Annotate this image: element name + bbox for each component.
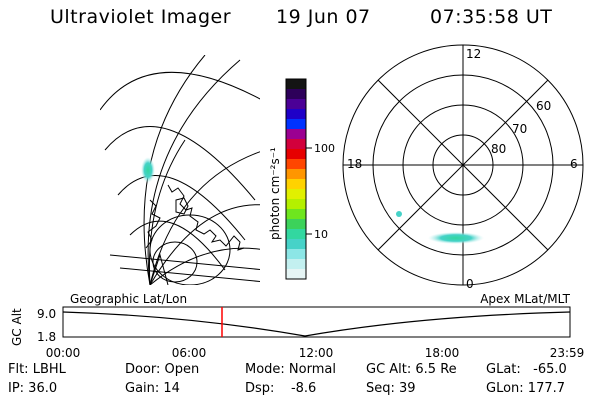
colorbar-cell bbox=[286, 149, 306, 160]
x-tick-0600: 06:00 bbox=[172, 346, 207, 360]
dsp-readout: Dsp: -8.6 bbox=[245, 381, 317, 396]
colorbar-cell bbox=[286, 139, 306, 150]
glat-readout: GLat: -65.0 bbox=[486, 362, 567, 377]
lat-line bbox=[109, 254, 260, 271]
polar-plot bbox=[342, 44, 584, 286]
colorbar-cell bbox=[286, 189, 306, 200]
timeline-axis-title: GC Alt bbox=[10, 308, 24, 346]
mlt-diagonal bbox=[377, 79, 549, 251]
colorbar-cell bbox=[286, 259, 306, 270]
colorbar-cell bbox=[286, 109, 306, 120]
lat-line bbox=[117, 174, 246, 241]
lon-line bbox=[149, 151, 260, 285]
lon-line bbox=[147, 59, 241, 285]
colorbar-cell bbox=[286, 169, 306, 180]
x-tick-0000: 00:00 bbox=[46, 346, 81, 360]
filter-readout: Flt: LBHL bbox=[8, 362, 66, 377]
mlat-label-60: 60 bbox=[536, 99, 551, 113]
lat-line bbox=[129, 220, 226, 271]
colorbar-unit-label: photon cm⁻²s⁻¹ bbox=[268, 147, 282, 240]
altitude-curve bbox=[62, 311, 571, 337]
geographic-label: Geographic Lat/Lon bbox=[70, 292, 187, 306]
x-tick-2359: 23:59 bbox=[550, 346, 585, 360]
colorbar-cell bbox=[286, 239, 306, 250]
x-tick-1200: 12:00 bbox=[299, 346, 334, 360]
colorbar-tick-100: 100 bbox=[314, 142, 335, 155]
instrument-title: Ultraviolet Imager bbox=[50, 6, 232, 28]
colorbar-cell bbox=[286, 129, 306, 140]
mode-readout: Mode: Normal bbox=[245, 362, 336, 377]
colorbar-cell bbox=[286, 119, 306, 130]
mlt-label-0: 0 bbox=[466, 277, 474, 291]
mlt-label-18: 18 bbox=[347, 157, 362, 171]
seq-readout: Seq: 39 bbox=[366, 381, 416, 396]
gain-readout: Gain: 14 bbox=[125, 381, 180, 396]
geographic-map bbox=[100, 55, 260, 285]
mlt-label-12: 12 bbox=[466, 47, 481, 61]
coastline bbox=[175, 197, 189, 215]
colorbar-cell bbox=[286, 209, 306, 220]
colorbar-cell bbox=[286, 219, 306, 230]
lon-line bbox=[149, 247, 260, 285]
color-bar: 100 10 photon cm⁻²s⁻¹ bbox=[268, 78, 335, 280]
gc-alt-readout: GC Alt: 6.5 Re bbox=[366, 362, 457, 377]
mlat-label-80: 80 bbox=[491, 142, 506, 156]
colorbar-cell bbox=[286, 269, 306, 280]
date-label: 19 Jun 07 bbox=[276, 6, 371, 28]
coastline bbox=[145, 199, 161, 249]
colorbar-cell bbox=[286, 199, 306, 210]
lon-line bbox=[149, 253, 169, 285]
coastline bbox=[167, 184, 245, 251]
glon-readout: GLon: 177.7 bbox=[486, 381, 566, 396]
lat-line bbox=[104, 126, 256, 201]
lat-line bbox=[119, 267, 260, 283]
colorbar-cell bbox=[286, 99, 306, 110]
colorbar-cell bbox=[286, 179, 306, 190]
colorbar-tick-10: 10 bbox=[314, 228, 328, 241]
lon-line bbox=[149, 204, 260, 285]
colorbar-cell bbox=[286, 79, 306, 90]
colorbar-cell bbox=[286, 89, 306, 100]
time-label: 07:35:58 UT bbox=[430, 6, 553, 28]
colorbar-cell bbox=[286, 249, 306, 260]
x-tick-1800: 18:00 bbox=[425, 346, 460, 360]
mlt-label-6: 6 bbox=[570, 157, 578, 171]
timeline-ymin: 1.8 bbox=[37, 330, 56, 344]
timeline-ymax: 9.0 bbox=[37, 307, 56, 321]
timeline-frame bbox=[62, 306, 571, 338]
apex-label: Apex MLat/MLT bbox=[480, 292, 570, 306]
ip-readout: IP: 36.0 bbox=[8, 381, 58, 396]
colorbar-cell bbox=[286, 159, 306, 170]
aurora-spot bbox=[141, 157, 155, 183]
lat-line bbox=[100, 71, 260, 111]
mlat-label-70: 70 bbox=[512, 122, 527, 136]
lat-line bbox=[152, 241, 198, 283]
colorbar-cell bbox=[286, 229, 306, 240]
altitude-timeline: Geographic Lat/Lon Apex MLat/MLT GC Alt … bbox=[10, 292, 584, 360]
door-readout: Door: Open bbox=[125, 362, 200, 377]
aurora-oval-emission bbox=[428, 232, 484, 244]
aurora-spot-small bbox=[396, 211, 402, 217]
